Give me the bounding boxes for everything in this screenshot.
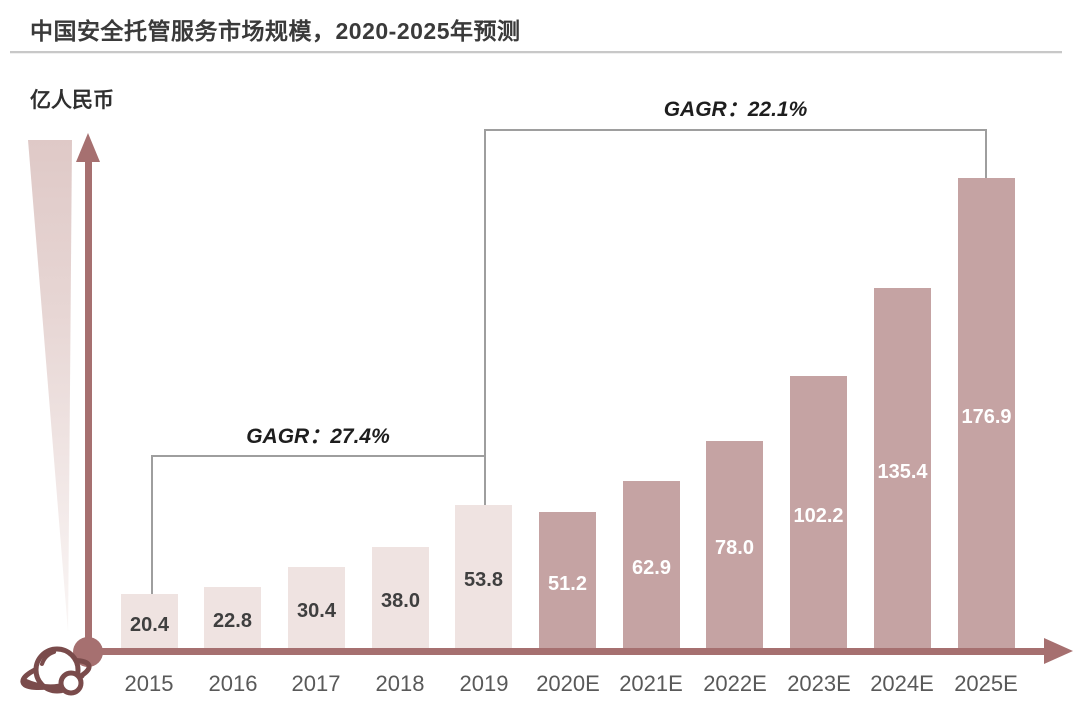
cagr-label-2015-2019: GAGR：27.4%	[246, 425, 390, 448]
x-tick-2025E: 2025E	[954, 671, 1018, 696]
bar-2018: 38.0	[372, 547, 429, 648]
planet-logo-icon	[20, 646, 92, 696]
x-tick-2015: 2015	[124, 671, 174, 696]
y-axis-unit-label: 亿人民币	[30, 89, 114, 112]
bar-2015: 20.4	[121, 594, 178, 648]
x-tick-2020E: 2020E	[536, 671, 600, 696]
bar-value-2020E: 51.2	[548, 572, 587, 595]
bar-value-2018: 38.0	[381, 590, 420, 612]
x-axis-arrow-icon	[1044, 638, 1073, 664]
bar-2020E: 51.2	[539, 512, 596, 648]
x-axis-line	[88, 648, 1046, 655]
bar-value-2025E: 176.9	[961, 405, 1012, 428]
bar-value-2024E: 135.4	[877, 460, 928, 483]
bar-value-2016: 22.8	[213, 610, 252, 632]
page-title: 中国安全托管服务市场规模，2020-2025年预测	[30, 18, 521, 44]
bar-value-2021E: 62.9	[632, 557, 671, 579]
x-tick-2019: 2019	[459, 671, 509, 696]
bar-value-2019: 53.8	[464, 569, 503, 591]
bar-value-2023E: 102.2	[793, 504, 844, 527]
bar-2021E: 62.9	[623, 481, 680, 648]
bar-2016: 22.8	[204, 587, 261, 648]
x-tick-2022E: 2022E	[703, 671, 767, 696]
bar-2024E: 135.4	[874, 288, 931, 648]
bar-value-2022E: 78.0	[715, 537, 754, 559]
cagr-bracket-2-right-vertical	[985, 129, 987, 191]
y-axis-arrow-icon	[76, 133, 100, 162]
bar-value-2017: 30.4	[297, 600, 336, 622]
x-tick-2018: 2018	[375, 671, 425, 696]
bar-2022E: 78.0	[706, 441, 763, 648]
x-tick-2023E: 2023E	[787, 671, 851, 696]
x-tick-2024E: 2024E	[870, 671, 934, 696]
title-divider	[10, 51, 1062, 53]
y-axis-line	[85, 156, 92, 652]
bar-2019: 53.8	[455, 505, 512, 648]
bar-2023E: 102.2	[790, 376, 847, 648]
x-tick-2016: 2016	[208, 671, 258, 696]
cagr-bracket-1-horizontal	[151, 455, 485, 457]
x-tick-2021E: 2021E	[619, 671, 683, 696]
cagr-bracket-2-horizontal	[484, 129, 987, 131]
cagr-bracket-2-left-vertical	[484, 129, 486, 527]
bar-2017: 30.4	[288, 567, 345, 648]
bar-value-2015: 20.4	[130, 613, 169, 636]
cagr-label-2019-2025: GAGR：22.1%	[663, 98, 808, 121]
x-tick-2017: 2017	[291, 671, 341, 696]
bar-2025E: 176.9	[958, 178, 1015, 648]
cagr-bracket-1-left-vertical	[151, 455, 153, 607]
decorative-wedge	[28, 140, 72, 632]
